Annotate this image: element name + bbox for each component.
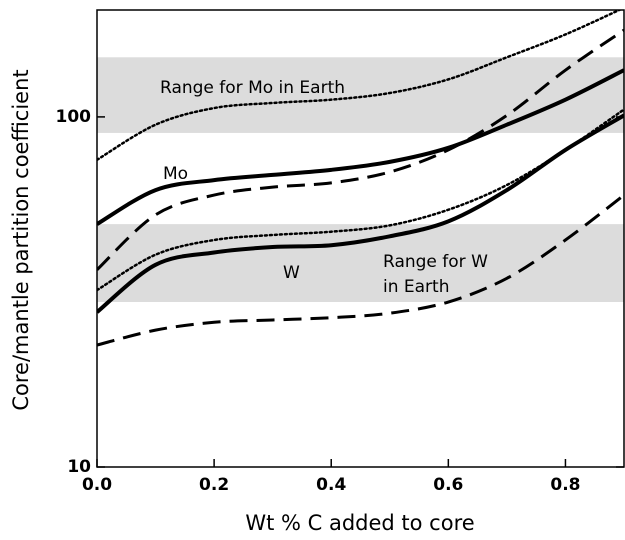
curve [97, 108, 624, 292]
curve [97, 68, 624, 226]
x-tick-label: 0.8 [550, 475, 580, 495]
lines [97, 10, 624, 347]
x-tick-label: 0.2 [199, 475, 229, 495]
annotation: Mo [163, 164, 188, 184]
x-axis-label: Wt % C added to core [245, 511, 474, 535]
annotation: in Earth [383, 277, 450, 297]
annotation: Range for W [383, 252, 488, 272]
curve [97, 113, 624, 314]
plot-frame [96, 9, 625, 468]
curve [97, 193, 624, 347]
annotation: W [283, 263, 300, 283]
annotation: Range for Mo in Earth [160, 78, 345, 98]
x-tick-label: 0.0 [82, 475, 112, 495]
range-band [97, 57, 624, 133]
x-tick-label: 0.4 [316, 475, 346, 495]
bands [97, 57, 624, 303]
y-tick-label: 10 [67, 457, 91, 477]
curve [97, 10, 623, 162]
y-axis-label: Core/mantle partition coefficient [9, 69, 33, 410]
range-band [97, 224, 624, 303]
y-tick-label: 100 [56, 107, 92, 127]
curve [97, 28, 624, 271]
x-tick-label: 0.6 [433, 475, 463, 495]
